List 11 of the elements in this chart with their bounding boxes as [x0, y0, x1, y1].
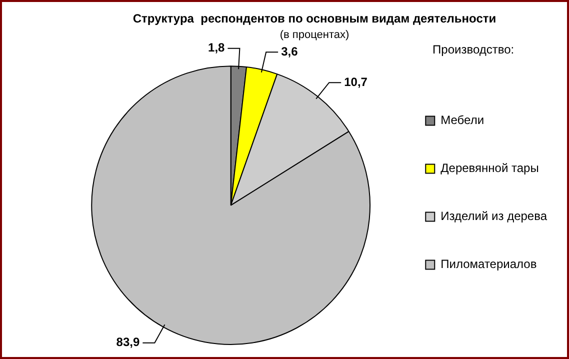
- data-label: 10,7: [344, 74, 368, 89]
- chart-subtitle: (в процентах): [280, 29, 350, 42]
- chart-title: Структура респондентов по основным видам деятельности: [132, 12, 496, 26]
- data-label: 83,9: [116, 335, 140, 350]
- legend-label: Изделий из дерева: [440, 209, 548, 224]
- data-label: 1,8: [208, 40, 226, 55]
- legend-label: Деревянной тары: [440, 161, 539, 176]
- legend-label: Пиломатериалов: [440, 257, 537, 272]
- data-label: 3,6: [281, 44, 298, 58]
- legend-title: Производство:: [432, 42, 514, 57]
- legend-label: Мебели: [440, 113, 484, 128]
